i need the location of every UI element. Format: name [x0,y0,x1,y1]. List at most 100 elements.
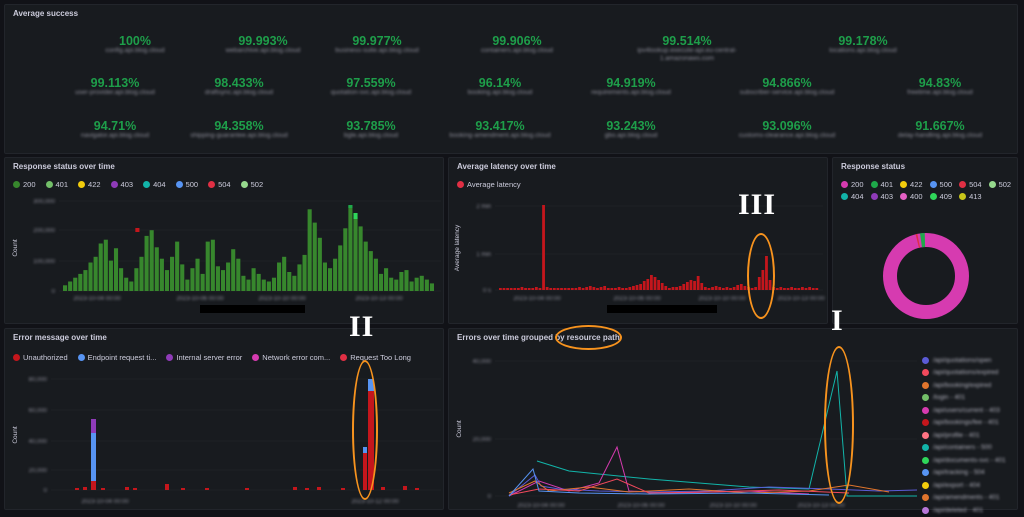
stat-value: 99.514% [662,34,712,48]
legend-item[interactable]: Average latency [457,180,521,189]
legend-label: 504 [218,180,231,189]
stat-item: 100% config.api.blog.cloud [65,35,205,55]
bar-200 [88,262,93,291]
bar-latency [765,256,768,290]
stat-item: 91.667% delay-handling.api.blog.cloud [870,120,1010,140]
legend-label: 500 [185,180,199,189]
legend-item[interactable]: 422 [900,180,923,189]
stat-item: 99.977% business-suite.api.blog.cloud [307,35,447,55]
bar-latency [574,288,578,290]
legend-item[interactable]: /api/booking/expired [922,379,1018,392]
legend-item[interactable]: 504 [208,180,231,189]
bar-latency [534,287,538,290]
legend-swatch [929,193,937,200]
bar-200 [368,251,373,291]
legend-item[interactable]: /api/export - 404 [922,479,1018,492]
legend-item[interactable]: /api/quotations/open [922,354,1018,367]
bar-200 [68,281,73,291]
legend-item[interactable]: /api/deleted - 401 [922,504,1018,517]
bar-latency [736,285,740,290]
legend-item[interactable]: 504 [959,180,982,189]
legend-item[interactable]: /api/amendments - 401 [922,492,1018,505]
stat-label: draftsync.api.blog.cloud [204,89,274,96]
stat-item: 94.866% subscriber-service.api.blog.cloud [717,77,857,97]
bar-200 [241,275,246,291]
bar-latency [732,287,736,290]
legend-label: 200 [851,180,864,189]
y-tick-label: 60,000 [29,408,48,414]
bar-latency [509,288,513,290]
y-tick-label: 0 [488,494,492,500]
bar-200 [93,256,98,291]
bar-200 [353,216,358,291]
stat-label: navigator.api.blog.cloud [80,132,150,139]
bar-200 [277,262,282,291]
bar-unauthorized [165,484,169,490]
errors-by-resource-chart: 40,000 20,000 0 2023-10-04 00:00 2023-10-06 … [456,359,918,509]
legend-item[interactable]: /api/quotations/expired [922,367,1018,380]
legend-item[interactable]: /api/documents-svc - 401 [922,454,1018,467]
legend-label: Average latency [467,180,521,189]
legend-item[interactable]: 403 [870,192,893,201]
legend-label: /api/booking/expired [933,381,992,389]
legend-item[interactable]: /api/containers - 500 [922,442,1018,455]
legend-label: /api/quotations/expired [933,369,999,377]
average-success-panel: Average success 100% config.api.blog.clou… [4,4,1018,154]
bar-200 [134,268,139,291]
legend-item[interactable]: 500 [929,180,952,189]
stat-item: 97.559% quotation-svc.api.blog.cloud [301,77,441,97]
bar-internal-error [91,419,96,433]
bar-200 [73,277,78,291]
legend-item[interactable]: 409 [929,192,952,201]
bar-latency [588,286,592,290]
legend-swatch [988,181,996,188]
bar-200 [378,273,384,291]
bar-200 [190,268,195,291]
bar-latency [599,287,603,290]
legend-label: /api/documents-svc - 401 [933,456,1006,464]
legend-item[interactable]: 200 [13,180,36,189]
bar-200 [185,279,190,291]
legend-item[interactable]: 403 [110,180,133,189]
stat-value: 94.919% [606,76,656,90]
legend-label: /api/quotations/open [933,356,992,364]
legend-item[interactable]: 502 [988,180,1011,189]
bar-unauthorized [415,488,419,490]
legend-item[interactable]: Internal server error [166,353,242,362]
redaction-bar [200,305,305,313]
legend-label: 404 [851,192,864,201]
legend-item[interactable]: Unauthorized [13,353,68,362]
legend-item[interactable]: 404 [143,180,166,189]
legend-item[interactable]: /api/tracking - 504 [922,467,1018,480]
legend-item[interactable]: Network error com... [252,353,330,362]
donut-slice-504 [883,233,969,319]
legend-label: /api/export - 404 [933,481,980,489]
legend-item[interactable]: 502 [240,180,264,189]
bar-200 [144,235,149,291]
bar-200 [317,237,322,291]
legend-swatch [45,181,53,188]
bar-unauthorized [205,488,209,490]
legend-swatch [841,181,848,188]
legend-item[interactable]: 401 [870,180,893,189]
legend-item[interactable]: Request Too Long [340,353,411,362]
legend-item[interactable]: 200 [841,180,864,189]
legend-item[interactable]: /api/bookings/fee - 401 [922,417,1018,430]
legend-item[interactable]: 422 [78,180,101,189]
legend-label: 502 [250,180,264,189]
bar-200 [271,277,277,291]
legend-item[interactable]: /api/profile - 401 [922,429,1018,442]
legend-item[interactable]: Endpoint request ti... [77,353,156,362]
bar-latency [639,284,643,290]
legend-item[interactable]: 404 [841,192,864,201]
bar-unauthorized [83,487,87,490]
bar-endpoint-timeout [368,379,374,391]
legend-item[interactable]: 401 [45,180,68,189]
legend-item[interactable]: 500 [175,180,199,189]
legend-item[interactable]: /api/users/current - 403 [922,404,1018,417]
bar-latency [538,288,542,290]
legend-item[interactable]: 413 [959,192,982,201]
legend-item[interactable]: /login - 401 [922,392,1018,405]
panel-title: Error message over time [13,333,107,342]
legend-item[interactable]: 400 [900,192,923,201]
